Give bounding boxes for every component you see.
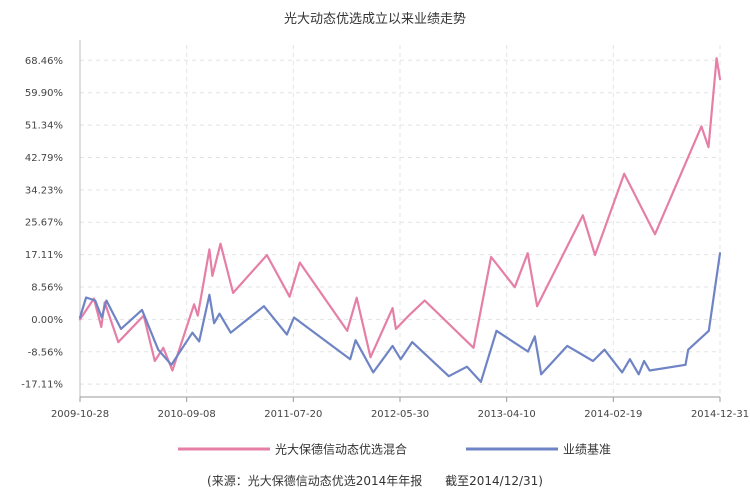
y-tick-label: 8.56% bbox=[31, 283, 63, 294]
y-tick-label: -17.11% bbox=[21, 380, 63, 391]
x-tick-label: 2012-05-30 bbox=[371, 409, 429, 420]
series-lines bbox=[78, 57, 722, 383]
x-tick-label: 2014-02-19 bbox=[584, 409, 642, 420]
legend: 光大保德信动态优选混合 业绩基准 bbox=[178, 442, 611, 457]
y-tick-label: 68.46% bbox=[25, 56, 63, 67]
y-tick-label: -8.56% bbox=[28, 347, 63, 358]
x-tick-label: 2010-09-08 bbox=[158, 409, 216, 420]
x-tick-label: 2011-07-20 bbox=[264, 409, 322, 420]
y-tick-labels: 68.46% 59.90% 51.34% 42.79% 34.23% 25.67% 17.1… bbox=[21, 56, 63, 391]
y-tick-label: 25.67% bbox=[25, 218, 63, 229]
x-tick-label: 2013-04-10 bbox=[478, 409, 536, 420]
y-tick-label: 34.23% bbox=[25, 185, 63, 196]
y-tick-label: 51.34% bbox=[25, 121, 63, 132]
series-line-1 bbox=[78, 57, 722, 372]
legend-label-2: 业绩基准 bbox=[563, 443, 611, 457]
chart-title: 光大动态优选成立以来业绩走势 bbox=[283, 12, 466, 27]
x-tick-label: 2009-10-28 bbox=[51, 409, 109, 420]
series-line-2 bbox=[78, 252, 722, 383]
grid-lines bbox=[79, 45, 721, 397]
y-tick-label: 0.00% bbox=[31, 315, 63, 326]
x-tick-label: 2014-12-31 bbox=[691, 409, 749, 420]
x-tick-labels: 2009-10-28 2010-09-08 2011-07-20 2012-05-30… bbox=[51, 409, 749, 420]
y-tick-label: 17.11% bbox=[25, 250, 63, 261]
y-tick-label: 42.79% bbox=[25, 153, 63, 164]
y-tick-label: 59.90% bbox=[25, 88, 63, 99]
source-note: (来源：光大保德信动态优选2014年年报 截至2014/12/31) bbox=[207, 474, 543, 488]
legend-label-1: 光大保德信动态优选混合 bbox=[275, 442, 407, 457]
axes bbox=[79, 40, 721, 402]
